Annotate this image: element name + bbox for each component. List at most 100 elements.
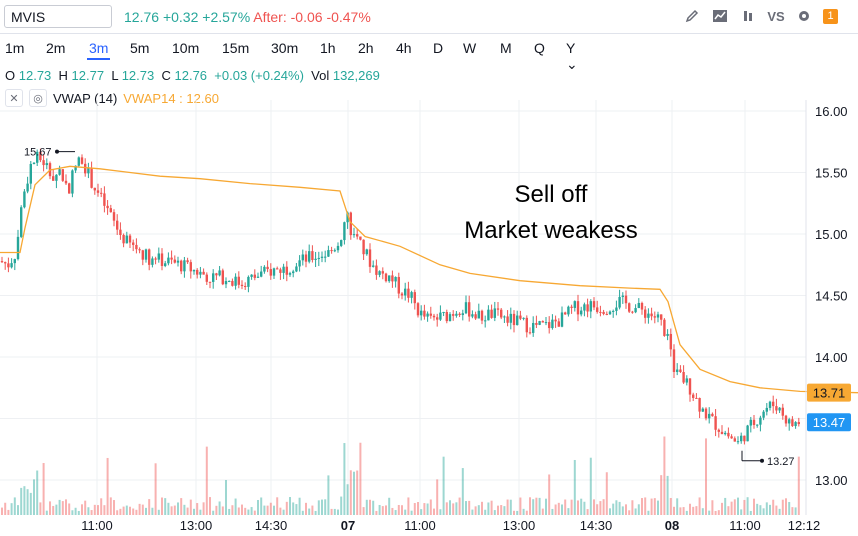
candle-body	[61, 169, 64, 181]
volume-bar	[641, 498, 643, 515]
candle-body	[740, 435, 743, 442]
volume-bar	[493, 510, 496, 515]
candle-body	[442, 312, 445, 314]
settings-icon[interactable]: ◎	[29, 89, 47, 107]
volume-bar	[161, 497, 163, 515]
candle-body	[144, 249, 148, 260]
candle-body	[407, 288, 410, 298]
volume-bar	[260, 497, 263, 515]
candle-body	[196, 269, 199, 275]
candle-body	[644, 309, 647, 318]
candle-body	[90, 168, 93, 188]
volume-bar	[276, 497, 279, 515]
interval-tab-1m[interactable]: 1m	[5, 40, 25, 56]
volume-bar	[567, 508, 570, 515]
symbol-search-input[interactable]: MVIS	[4, 5, 112, 28]
volume-bar	[17, 505, 19, 515]
volume-bar	[663, 436, 666, 515]
volume-bar	[13, 497, 16, 515]
candle-body	[676, 369, 679, 372]
candle-body	[100, 192, 103, 194]
candle-body	[4, 262, 7, 264]
candle-body	[311, 251, 314, 261]
close-icon[interactable]: ✕	[5, 89, 23, 107]
volume-bar	[765, 502, 768, 515]
candle-body	[733, 438, 736, 442]
interval-tab-30m[interactable]: 30m	[271, 40, 299, 56]
candles	[0, 148, 800, 445]
axes: 16.0015.5015.0014.5014.0013.5013.0011:00…	[81, 100, 848, 533]
interval-tab-5m[interactable]: 5m	[130, 40, 150, 56]
volume-bar	[788, 501, 791, 515]
volume-bar	[205, 446, 208, 515]
candle-body	[192, 269, 196, 272]
candle-body	[317, 257, 320, 259]
volume-bar	[29, 492, 32, 515]
chart-icon[interactable]	[711, 7, 729, 25]
interval-tab-2h[interactable]: 2h	[358, 40, 374, 56]
candle-body	[506, 316, 509, 323]
interval-tab-m[interactable]: M	[500, 40, 512, 56]
interval-tab-2m[interactable]: 2m	[46, 40, 66, 56]
volume-bar	[26, 489, 29, 515]
candle-body	[122, 234, 125, 244]
interval-tab-y[interactable]: Y ⌄	[566, 40, 578, 72]
alert-badge[interactable]: 1	[823, 8, 838, 24]
candle-body	[615, 307, 618, 311]
interval-tab-15m[interactable]: 15m	[222, 40, 250, 56]
last-price-tag	[807, 413, 851, 432]
interval-tab-q[interactable]: Q	[534, 40, 545, 56]
volume-bar	[212, 510, 215, 515]
volume-bar	[557, 502, 560, 515]
volume-bar	[279, 507, 282, 515]
volume-bar	[477, 505, 480, 515]
volume-bar	[372, 500, 375, 515]
candle-body	[10, 263, 13, 268]
interval-tab-1h[interactable]: 1h	[320, 40, 336, 56]
high-label: H	[58, 68, 68, 83]
volume-bar	[561, 504, 563, 515]
volume-bar	[196, 503, 199, 515]
volume-bar	[343, 443, 346, 515]
candle-body	[704, 408, 708, 419]
pencil-icon[interactable]	[683, 7, 701, 25]
volume-bar	[7, 509, 10, 515]
interval-tab-3m[interactable]: 3m	[86, 36, 111, 60]
volume-bar	[321, 499, 323, 515]
candle-body	[276, 268, 279, 270]
candle-body	[724, 432, 727, 435]
bars-icon[interactable]	[739, 7, 757, 25]
low-label: L	[111, 68, 119, 83]
volume-bar	[705, 438, 707, 515]
candle-body	[445, 312, 448, 322]
candle-body	[416, 303, 420, 316]
interval-tab-d[interactable]: D	[433, 40, 444, 56]
candle-body	[23, 191, 26, 208]
volume-bar	[170, 506, 173, 515]
volume-bar	[660, 475, 663, 515]
candle-body	[672, 349, 676, 372]
compare-icon[interactable]: VS	[767, 7, 785, 25]
candle-body	[423, 310, 426, 317]
candle-body	[519, 315, 522, 319]
interval-tab-10m[interactable]: 10m	[172, 40, 200, 56]
volume-bar	[554, 504, 557, 515]
candle-body	[624, 295, 628, 304]
volume-bar	[593, 499, 595, 515]
volume-bar	[708, 510, 711, 515]
candle-body	[221, 270, 224, 285]
interval-tab-4h[interactable]: 4h	[396, 40, 412, 56]
candle-body	[132, 242, 135, 245]
volume-bar	[692, 506, 695, 515]
candle-body	[298, 260, 301, 267]
candle-body	[260, 271, 263, 277]
volume-bar	[39, 502, 42, 515]
candle-body	[608, 311, 612, 315]
gear-icon[interactable]	[795, 7, 813, 25]
candle-body	[186, 260, 189, 263]
interval-tab-w[interactable]: W	[463, 40, 477, 56]
volume-bar	[308, 508, 311, 515]
volume-bar	[695, 506, 698, 515]
volume-bar	[125, 505, 128, 515]
